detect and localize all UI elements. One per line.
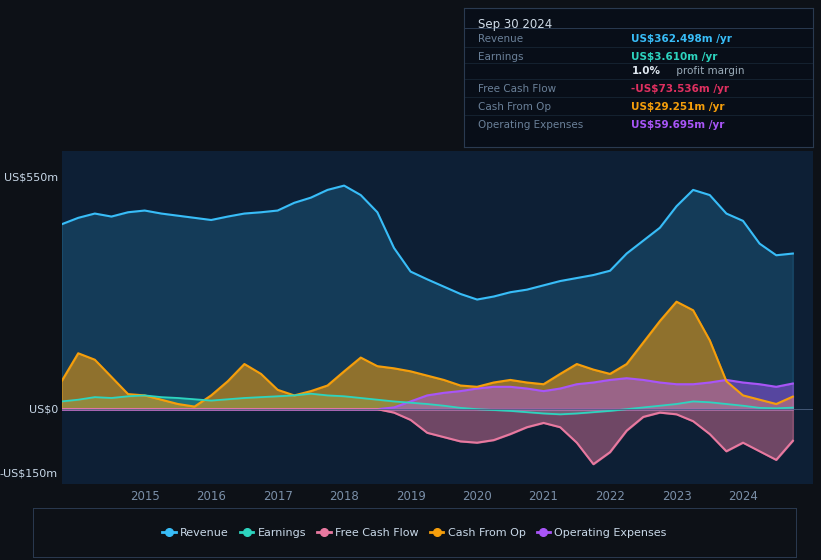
Text: -US$73.536m /yr: -US$73.536m /yr (631, 84, 729, 94)
Text: US$29.251m /yr: US$29.251m /yr (631, 102, 725, 112)
Legend: Revenue, Earnings, Free Cash Flow, Cash From Op, Operating Expenses: Revenue, Earnings, Free Cash Flow, Cash … (158, 523, 672, 542)
Text: Revenue: Revenue (478, 34, 523, 44)
Text: US$362.498m /yr: US$362.498m /yr (631, 34, 732, 44)
Text: US$3.610m /yr: US$3.610m /yr (631, 52, 718, 62)
Text: 1.0%: 1.0% (631, 66, 660, 76)
Text: profit margin: profit margin (673, 66, 745, 76)
Text: Cash From Op: Cash From Op (478, 102, 551, 112)
Text: US$550m: US$550m (3, 172, 57, 183)
Text: -US$150m: -US$150m (0, 469, 57, 479)
Text: Free Cash Flow: Free Cash Flow (478, 84, 556, 94)
Text: Sep 30 2024: Sep 30 2024 (478, 17, 552, 31)
Text: Earnings: Earnings (478, 52, 523, 62)
Text: US$0: US$0 (29, 404, 57, 414)
Text: US$59.695m /yr: US$59.695m /yr (631, 120, 725, 130)
Text: Operating Expenses: Operating Expenses (478, 120, 583, 130)
